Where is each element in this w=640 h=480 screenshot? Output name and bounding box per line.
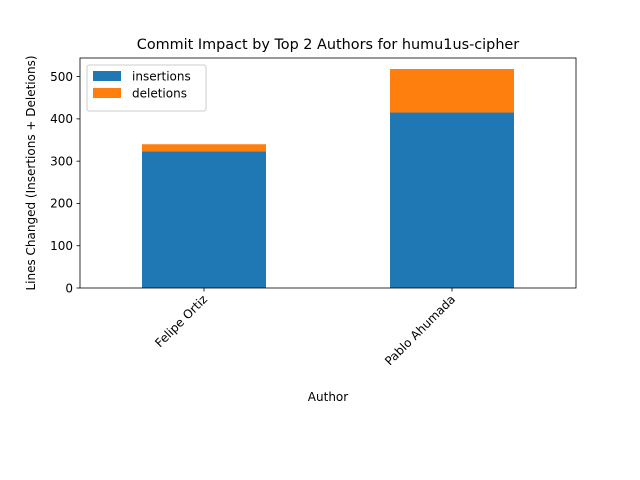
y-tick-label: 0 — [65, 281, 73, 295]
y-tick-label: 200 — [50, 197, 73, 211]
legend: insertions deletions — [86, 64, 207, 112]
legend-swatch-deletions — [93, 88, 121, 98]
legend-label-insertions: insertions — [132, 70, 191, 84]
legend-label-deletions: deletions — [132, 87, 187, 101]
plot-area — [142, 68, 514, 288]
bar-insertions-1 — [390, 112, 514, 288]
legend-swatch-insertions — [93, 71, 121, 81]
y-tick-label: 400 — [50, 112, 73, 126]
chart-title: Commit Impact by Top 2 Authors for humu1… — [137, 37, 520, 53]
bar-deletions-1 — [390, 68, 514, 113]
bar-insertions-0 — [142, 151, 266, 288]
y-tick-label: 300 — [50, 154, 73, 168]
bar-deletions-0 — [142, 144, 266, 152]
plot-frame — [79, 57, 577, 289]
y-tick-label: 500 — [50, 70, 73, 84]
y-axis-title: Lines Changed (Insertions + Deletions) — [24, 55, 38, 290]
x-axis-title: Author — [308, 390, 348, 404]
y-tick-label: 100 — [50, 239, 73, 253]
